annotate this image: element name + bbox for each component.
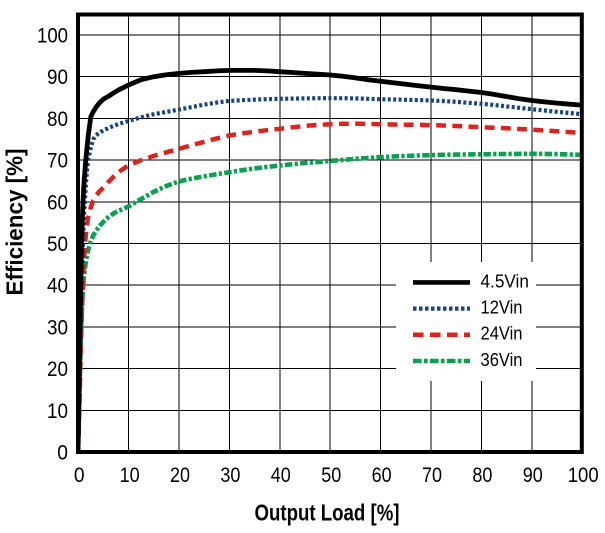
svg-text:0: 0	[57, 442, 68, 465]
svg-text:40: 40	[271, 464, 291, 487]
svg-text:Output Load [%]: Output Load [%]	[255, 500, 400, 526]
svg-text:30: 30	[220, 464, 240, 487]
svg-text:4.5Vin: 4.5Vin	[481, 271, 529, 291]
svg-text:100: 100	[37, 25, 68, 48]
svg-text:12Vin: 12Vin	[481, 298, 523, 318]
svg-text:100: 100	[568, 464, 599, 487]
svg-text:60: 60	[47, 191, 68, 214]
svg-text:80: 80	[472, 464, 492, 487]
svg-text:50: 50	[321, 464, 341, 487]
svg-text:60: 60	[372, 464, 392, 487]
svg-text:20: 20	[170, 464, 190, 487]
svg-text:80: 80	[47, 108, 68, 131]
svg-text:70: 70	[47, 150, 68, 173]
svg-text:20: 20	[47, 358, 68, 381]
svg-text:36Vin: 36Vin	[481, 350, 523, 370]
svg-text:Efficiency [%]: Efficiency [%]	[2, 149, 28, 296]
svg-text:10: 10	[120, 464, 140, 487]
svg-text:40: 40	[47, 275, 68, 298]
svg-text:50: 50	[47, 233, 68, 256]
svg-text:10: 10	[47, 400, 68, 423]
svg-text:30: 30	[47, 316, 68, 339]
svg-text:90: 90	[47, 66, 68, 89]
svg-text:24Vin: 24Vin	[481, 324, 523, 344]
svg-text:70: 70	[422, 464, 442, 487]
svg-text:0: 0	[74, 464, 85, 487]
svg-text:90: 90	[523, 464, 543, 487]
